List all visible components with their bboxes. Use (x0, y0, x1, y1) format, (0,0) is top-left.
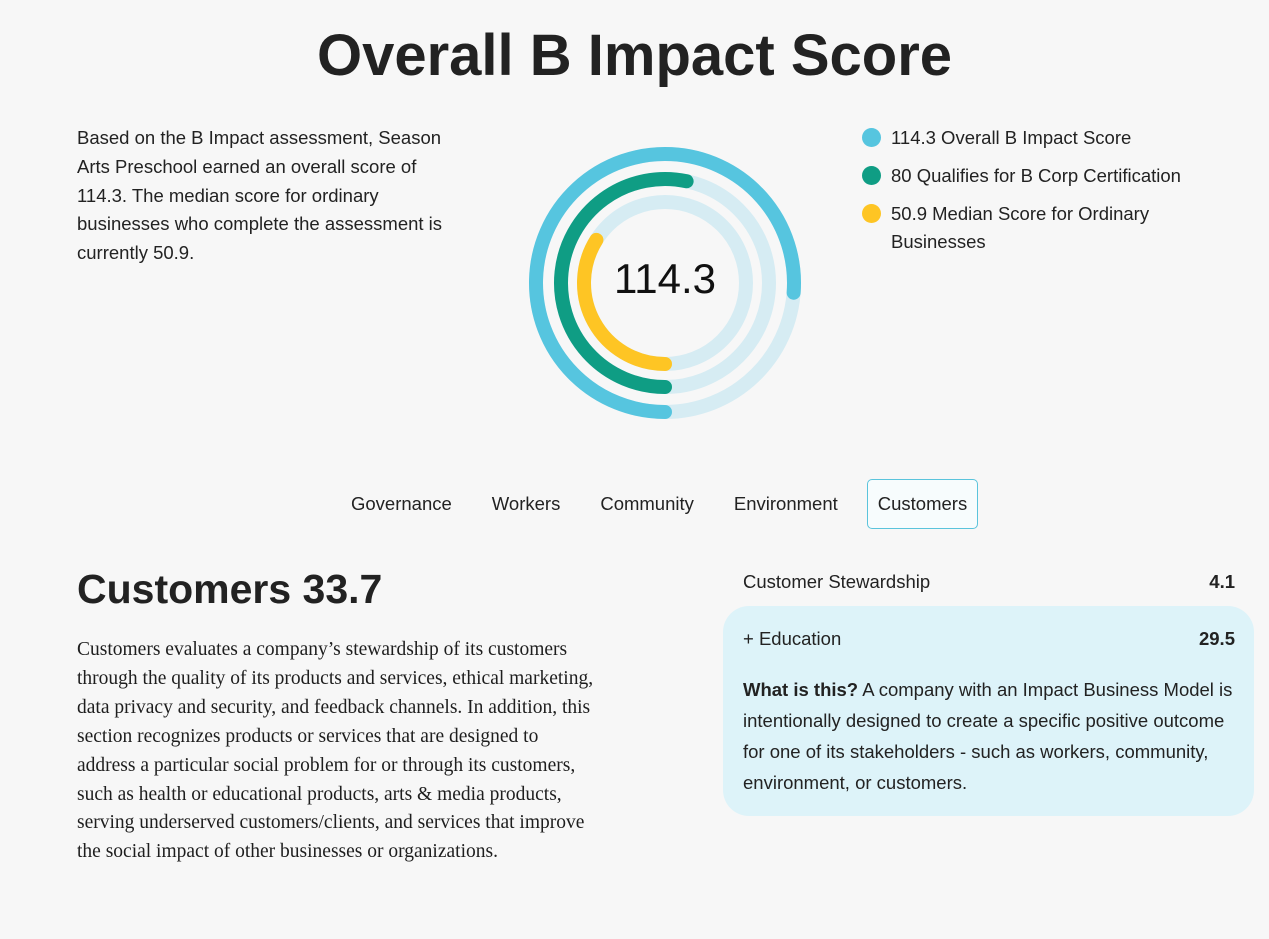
tab-governance[interactable]: Governance (340, 479, 463, 529)
legend-label: 114.3 Overall B Impact Score (891, 127, 1132, 148)
ring-arc-1 (554, 172, 694, 394)
score-label: + Education (743, 628, 842, 649)
tab-community[interactable]: Community (589, 479, 705, 529)
explanation-text: A company with an Impact Business Model … (743, 679, 1233, 793)
impact-area-tabs: Governance Workers Community Environment… (340, 479, 979, 529)
legend-item-overall-score: 114.3 Overall B Impact Score (862, 124, 1222, 153)
chart-legend: 114.3 Overall B Impact Score 80 Qualifie… (862, 124, 1222, 266)
tab-customers[interactable]: Customers (866, 479, 979, 529)
legend-dot-icon (862, 203, 881, 223)
ring-arc-0 (529, 147, 801, 419)
section-description: Customers evaluates a company’s stewards… (77, 639, 594, 863)
expand-education-toggle[interactable]: + Education 29.5 (743, 628, 1235, 650)
score-ring-chart: 114.3 (529, 147, 801, 419)
legend-dot-icon (862, 165, 881, 185)
intro-text: Based on the B Impact assessment, Season… (77, 127, 443, 264)
chart-center-value: 114.3 (614, 255, 716, 302)
score-label: Customer Stewardship (743, 571, 931, 592)
legend-dot-icon (862, 128, 881, 147)
ring-arc-2 (577, 232, 672, 371)
legend-label: 50.9 Median Score for Ordinary Businesse… (891, 202, 1150, 253)
explanation-heading: What is this? (743, 679, 859, 700)
legend-item-median-score: 50.9 Median Score for Ordinary Businesse… (862, 200, 1222, 258)
page-title: Overall B Impact Score (316, 23, 953, 88)
tab-workers[interactable]: Workers (481, 479, 572, 529)
section-title: Customers 33.7 (77, 566, 383, 612)
education-panel (723, 606, 1254, 816)
score-value: 29.5 (1198, 628, 1235, 649)
tab-environment[interactable]: Environment (723, 479, 849, 529)
score-value: 4.1 (1209, 571, 1235, 592)
legend-label: 80 Qualifies for B Corp Certification (891, 164, 1181, 186)
education-explanation: What is this? A company with an Impact B… (743, 674, 1243, 798)
legend-item-certification: 80 Qualifies for B Corp Certification (862, 162, 1222, 191)
score-row-customer-stewardship: Customer Stewardship 4.1 (743, 571, 1235, 593)
